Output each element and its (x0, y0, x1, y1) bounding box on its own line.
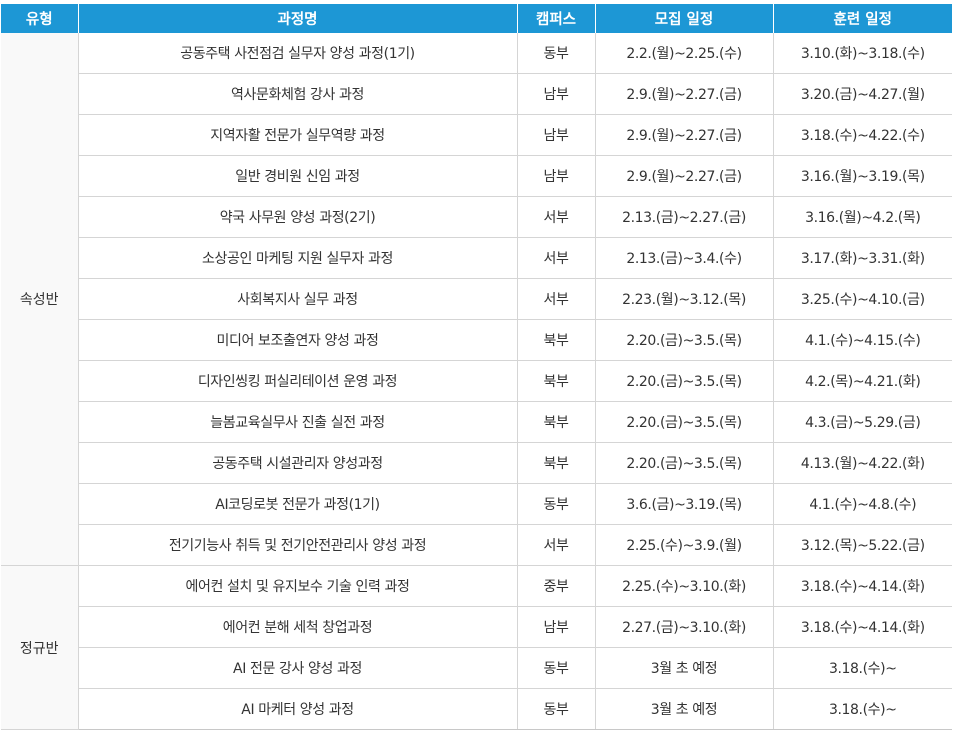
course-cell: 소상공인 마케팅 지원 실무자 과정 (78, 237, 518, 279)
table-row: 정규반 에어컨 설치 및 유지보수 기술 인력 과정 중부 2.25.(수)~3.10… (1, 565, 952, 730)
table-row: 에어컨 분해 세척 창업과정 남부 2.27.(금)~3.10.(화) 3.18.(수… (1, 606, 952, 648)
type-cell: 속성반 (1, 33, 79, 566)
header-training: 훈련 일정 (773, 4, 952, 33)
course-cell: AI 전문 강사 양성 과정 (78, 647, 518, 689)
course-cell: 지역자활 전문가 실무역량 과정 (78, 114, 518, 156)
course-cell: 공동주택 시설관리자 양성과정 (78, 442, 518, 484)
recruit-cell: 3월 초 예정 (595, 647, 774, 689)
recruit-cell: 2.9.(월)~2.27.(금) (595, 73, 774, 115)
training-cell: 4.3.(금)~5.29.(금) (773, 401, 952, 443)
header-recruit: 모집 일정 (595, 4, 774, 33)
campus-cell: 남부 (517, 114, 596, 156)
course-cell: 전기기능사 취득 및 전기안전관리사 양성 과정 (78, 524, 518, 566)
recruit-cell: 2.27.(금)~3.10.(화) (595, 606, 774, 648)
training-cell: 3.18.(수)~ (773, 647, 952, 689)
table-row: 약국 사무원 양성 과정(2기) 서부 2.13.(금)~2.27.(금) 3.16.… (1, 196, 952, 238)
recruit-cell: 2.23.(월)~3.12.(목) (595, 278, 774, 320)
campus-cell: 남부 (517, 155, 596, 197)
campus-cell: 북부 (517, 319, 596, 361)
campus-cell: 동부 (517, 33, 596, 74)
header-row: 유형 과정명 캠퍼스 모집 일정 훈련 일정 (1, 4, 952, 33)
course-cell: 미디어 보조출연자 양성 과정 (78, 319, 518, 361)
training-cell: 3.10.(화)~3.18.(수) (773, 33, 952, 74)
recruit-cell: 2.13.(금)~2.27.(금) (595, 196, 774, 238)
course-cell: 에어컨 분해 세척 창업과정 (78, 606, 518, 648)
training-cell: 4.1.(수)~4.8.(수) (773, 483, 952, 525)
recruit-cell: 3월 초 예정 (595, 688, 774, 730)
table-row: AI코딩로봇 전문가 과정(1기) 동부 3.6.(금)~3.19.(목) 4.1.(… (1, 483, 952, 525)
table-row: 지역자활 전문가 실무역량 과정 남부 2.9.(월)~2.27.(금) 3.18.(… (1, 114, 952, 156)
course-cell: 약국 사무원 양성 과정(2기) (78, 196, 518, 238)
course-cell: 사회복지사 실무 과정 (78, 278, 518, 320)
campus-cell: 남부 (517, 73, 596, 115)
type-cell: 정규반 (1, 565, 79, 730)
recruit-cell: 2.20.(금)~3.5.(목) (595, 360, 774, 402)
table-row: 역사문화체험 강사 과정 남부 2.9.(월)~2.27.(금) 3.20.(금)~4… (1, 73, 952, 115)
course-schedule-table: 유형 과정명 캠퍼스 모집 일정 훈련 일정 속성반 공동주택 사전점검 실무자 … (1, 4, 952, 730)
recruit-cell: 2.20.(금)~3.5.(목) (595, 319, 774, 361)
header-type: 유형 (1, 4, 79, 33)
table-row: 전기기능사 취득 및 전기안전관리사 양성 과정 서부 2.25.(수)~3.9.(… (1, 524, 952, 566)
recruit-cell: 2.25.(수)~3.10.(화) (595, 565, 774, 607)
training-cell: 3.20.(금)~4.27.(월) (773, 73, 952, 115)
table-row: 디자인씽킹 퍼실리테이션 운영 과정 북부 2.20.(금)~3.5.(목) 4.2.… (1, 360, 952, 402)
recruit-cell: 2.25.(수)~3.9.(월) (595, 524, 774, 566)
campus-cell: 동부 (517, 647, 596, 689)
table-body: 속성반 공동주택 사전점검 실무자 양성 과정(1기) 동부 2.2.(월)~2.25… (1, 33, 952, 730)
training-cell: 3.25.(수)~4.10.(금) (773, 278, 952, 320)
recruit-cell: 2.9.(월)~2.27.(금) (595, 155, 774, 197)
table-row: 소상공인 마케팅 지원 실무자 과정 서부 2.13.(금)~3.4.(수) 3.17… (1, 237, 952, 279)
header-course: 과정명 (78, 4, 518, 33)
campus-cell: 서부 (517, 196, 596, 238)
table-row: 일반 경비원 신임 과정 남부 2.9.(월)~2.27.(금) 3.16.(월)~3… (1, 155, 952, 197)
training-cell: 3.12.(목)~5.22.(금) (773, 524, 952, 566)
course-cell: 일반 경비원 신임 과정 (78, 155, 518, 197)
recruit-cell: 2.9.(월)~2.27.(금) (595, 114, 774, 156)
recruit-cell: 3.6.(금)~3.19.(목) (595, 483, 774, 525)
training-cell: 3.18.(수)~4.22.(수) (773, 114, 952, 156)
course-cell: 디자인씽킹 퍼실리테이션 운영 과정 (78, 360, 518, 402)
table-row: 미디어 보조출연자 양성 과정 북부 2.20.(금)~3.5.(목) 4.1.(수)… (1, 319, 952, 361)
course-cell: AI 마케터 양성 과정 (78, 688, 518, 730)
course-cell: 역사문화체험 강사 과정 (78, 73, 518, 115)
campus-cell: 서부 (517, 278, 596, 320)
training-cell: 4.1.(수)~4.15.(수) (773, 319, 952, 361)
training-cell: 3.16.(월)~4.2.(목) (773, 196, 952, 238)
course-cell: 에어컨 설치 및 유지보수 기술 인력 과정 (78, 565, 518, 607)
table-row: AI 마케터 양성 과정 동부 3월 초 예정 3.18.(수)~ (1, 688, 952, 730)
training-cell: 3.18.(수)~ (773, 688, 952, 730)
campus-cell: 남부 (517, 606, 596, 648)
table-header: 유형 과정명 캠퍼스 모집 일정 훈련 일정 (1, 4, 952, 33)
table-row: 공동주택 시설관리자 양성과정 북부 2.20.(금)~3.5.(목) 4.13.(월… (1, 442, 952, 484)
training-cell: 3.17.(화)~3.31.(화) (773, 237, 952, 279)
campus-cell: 북부 (517, 442, 596, 484)
recruit-cell: 2.2.(월)~2.25.(수) (595, 33, 774, 74)
course-cell: 늘봄교육실무사 진출 실전 과정 (78, 401, 518, 443)
recruit-cell: 2.20.(금)~3.5.(목) (595, 442, 774, 484)
course-cell: 공동주택 사전점검 실무자 양성 과정(1기) (78, 33, 518, 74)
training-cell: 3.16.(월)~3.19.(목) (773, 155, 952, 197)
table-row: AI 전문 강사 양성 과정 동부 3월 초 예정 3.18.(수)~ (1, 647, 952, 689)
training-cell: 4.13.(월)~4.22.(화) (773, 442, 952, 484)
campus-cell: 동부 (517, 483, 596, 525)
campus-cell: 서부 (517, 524, 596, 566)
training-cell: 4.2.(목)~4.21.(화) (773, 360, 952, 402)
campus-cell: 북부 (517, 360, 596, 402)
header-campus: 캠퍼스 (517, 4, 596, 33)
training-cell: 3.18.(수)~4.14.(화) (773, 565, 952, 607)
table-row: 늘봄교육실무사 진출 실전 과정 북부 2.20.(금)~3.5.(목) 4.3.(금… (1, 401, 952, 443)
recruit-cell: 2.13.(금)~3.4.(수) (595, 237, 774, 279)
campus-cell: 서부 (517, 237, 596, 279)
recruit-cell: 2.20.(금)~3.5.(목) (595, 401, 774, 443)
campus-cell: 북부 (517, 401, 596, 443)
campus-cell: 동부 (517, 688, 596, 730)
course-cell: AI코딩로봇 전문가 과정(1기) (78, 483, 518, 525)
campus-cell: 중부 (517, 565, 596, 607)
table-row: 사회복지사 실무 과정 서부 2.23.(월)~3.12.(목) 3.25.(수)~4… (1, 278, 952, 320)
table-row: 속성반 공동주택 사전점검 실무자 양성 과정(1기) 동부 2.2.(월)~2.25… (1, 33, 952, 566)
training-cell: 3.18.(수)~4.14.(화) (773, 606, 952, 648)
